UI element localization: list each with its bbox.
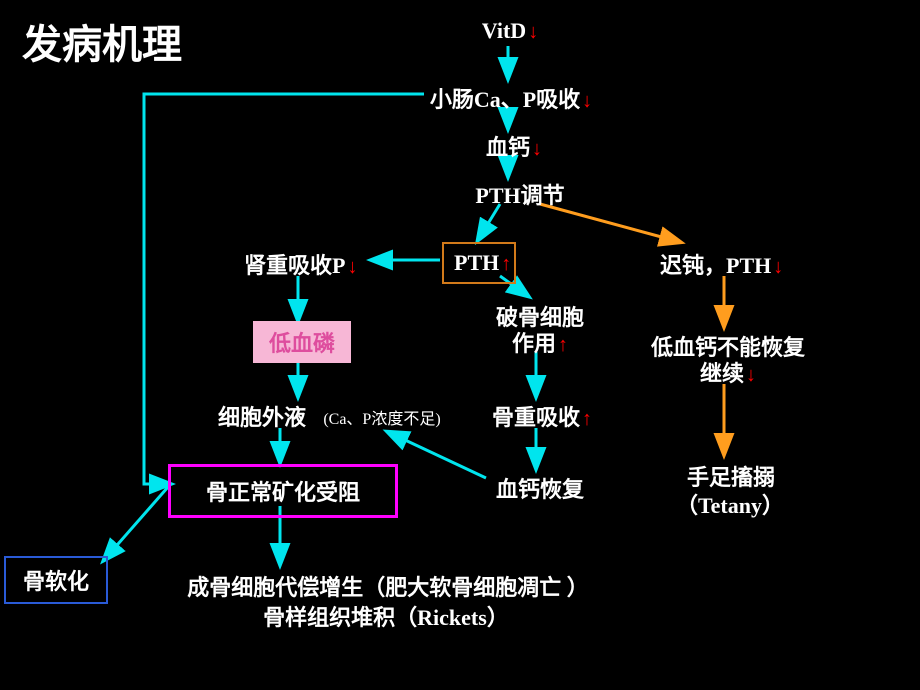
- node-label: 小肠Ca、P吸收: [430, 87, 580, 112]
- node-n10: 细胞外液: [212, 400, 312, 432]
- page-title: 发病机理: [22, 12, 182, 70]
- node-n11: 骨重吸收↑: [492, 400, 592, 432]
- node-label: 血钙恢复: [496, 477, 584, 502]
- node-label: 迟钝，PTH: [660, 253, 771, 278]
- node-label: 成骨细胞代偿增生（肥大软骨细胞凋亡 ）: [187, 575, 589, 600]
- node-label: 骨样组织堆积（Rickets）: [263, 605, 509, 630]
- node-n17a: 成骨细胞代偿增生（肥大软骨细胞凋亡 ）: [168, 570, 608, 602]
- node-label: 血钙: [486, 135, 530, 160]
- diagram-stage: 发病机理 VitD↓小肠Ca、P吸收↓血钙↓PTH调节PTH↑迟钝，PTH↓肾重…: [0, 0, 920, 690]
- node-n5: PTH↑: [442, 242, 516, 284]
- node-n3: 血钙↓: [486, 130, 536, 162]
- node-n6: 迟钝，PTH↓: [660, 248, 780, 280]
- node-n16: 骨软化: [4, 556, 108, 604]
- down_red-icon: ↓: [528, 21, 538, 43]
- down_red-icon: ↓: [582, 90, 592, 112]
- node-n12b: 继续↓: [700, 356, 750, 388]
- node-label: (Ca、P浓度不足): [323, 411, 440, 428]
- node-label: 细胞外液: [218, 405, 306, 430]
- node-n1: VitD↓: [480, 18, 540, 44]
- down_red-icon: ↓: [347, 256, 357, 278]
- node-label: 骨软化: [23, 569, 89, 594]
- node-label: VitD: [482, 18, 526, 43]
- flow-arrow: [388, 432, 486, 478]
- node-label: 作用: [512, 331, 556, 356]
- node-n9b: 作用↑: [512, 326, 562, 358]
- node-label: 骨重吸收: [492, 405, 580, 430]
- node-n8: 低血磷: [253, 321, 351, 363]
- node-label: 低血磷: [269, 331, 335, 356]
- node-n15b: （Tetany）: [660, 488, 800, 520]
- up_red-icon: ↑: [501, 253, 511, 275]
- node-n4: PTH调节: [465, 178, 575, 210]
- node-n2: 小肠Ca、P吸收↓: [426, 82, 596, 114]
- flow-arrow: [104, 487, 168, 560]
- node-label: PTH: [454, 250, 499, 275]
- down_red-icon: ↓: [532, 138, 542, 160]
- node-label: PTH调节: [475, 183, 564, 208]
- node-n17b: 骨样组织堆积（Rickets）: [236, 600, 536, 632]
- node-n10s: (Ca、P浓度不足): [312, 405, 452, 429]
- node-label: 肾重吸收P: [244, 253, 345, 278]
- node-n14: 骨正常矿化受阻: [168, 464, 398, 518]
- node-label: 骨正常矿化受阻: [206, 480, 360, 505]
- node-label: 手足搐搦: [687, 465, 775, 490]
- node-n13: 血钙恢复: [490, 472, 590, 504]
- node-label: 继续: [700, 361, 744, 386]
- up_red-icon: ↑: [558, 334, 568, 356]
- node-n7: 肾重吸收P↓: [244, 248, 354, 280]
- down_red-icon: ↓: [773, 256, 783, 278]
- up_red-icon: ↑: [582, 408, 592, 430]
- node-label: （Tetany）: [676, 493, 784, 518]
- down_red-icon: ↓: [746, 364, 756, 386]
